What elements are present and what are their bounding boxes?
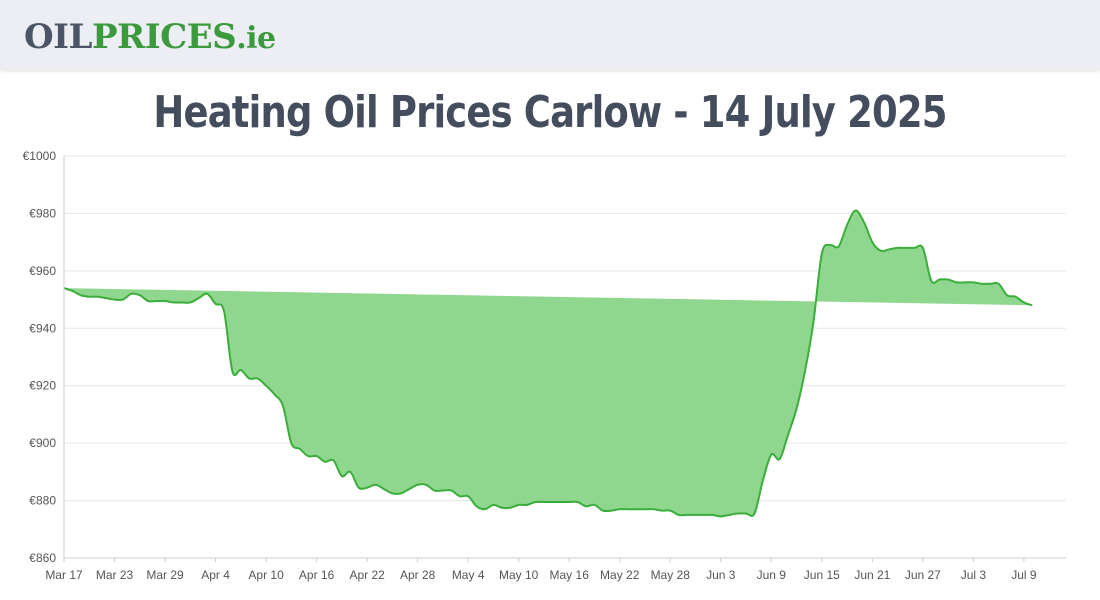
x-tick-label: Mar 17 — [45, 568, 83, 582]
logo-text-oil: OIL — [24, 17, 92, 57]
x-tick-label: Apr 28 — [400, 568, 436, 582]
logo-text-prices: PRICES — [91, 17, 237, 57]
x-tick-label: May 22 — [600, 568, 640, 582]
y-tick-label: €980 — [29, 206, 56, 220]
x-tick-label: Jul 3 — [961, 568, 987, 582]
x-tick-label: May 28 — [651, 568, 691, 582]
x-tick-label: Apr 10 — [248, 568, 284, 582]
site-logo[interactable]: OILPRICES.ie — [24, 15, 276, 61]
chart-area-layer — [63, 209, 1033, 518]
y-tick-label: €940 — [29, 321, 56, 335]
page-title: Heating Oil Prices Carlow - 14 July 2025 — [153, 87, 947, 138]
y-tick-label: €900 — [29, 436, 56, 450]
x-tick-label: Jul 9 — [1011, 568, 1037, 582]
chart-tick-labels: €1000 €980 €960 €940 €920 €900 €880 €860 Mar 17 M… — [23, 149, 1037, 582]
x-tick-label: Apr 16 — [299, 568, 335, 582]
x-tick-label: Apr 4 — [201, 568, 230, 582]
x-tick-label: May 4 — [452, 568, 485, 582]
price-area-fill — [64, 210, 1033, 517]
x-tick-label: Mar 29 — [146, 568, 184, 582]
price-chart: €1000 €980 €960 €940 €920 €900 €880 €860 Mar 17 M… — [23, 149, 1066, 582]
price-series-line — [63, 209, 1033, 518]
y-tick-label: €920 — [29, 379, 56, 393]
x-tick-label: Jun 15 — [804, 568, 840, 582]
y-tick-label: €860 — [29, 551, 56, 565]
logo-text-tld: .ie — [236, 21, 276, 56]
x-tick-label: May 10 — [499, 568, 539, 582]
y-tick-label: €960 — [29, 264, 56, 278]
x-tick-label: Jun 9 — [757, 568, 787, 582]
y-tick-label: €880 — [29, 494, 56, 508]
x-tick-label: Jun 27 — [905, 568, 941, 582]
x-tick-label: Jun 21 — [854, 568, 890, 582]
x-tick-label: Jun 3 — [706, 568, 736, 582]
site-header: OILPRICES.ie — [0, 0, 1100, 70]
x-tick-label: Mar 23 — [96, 568, 134, 582]
x-tick-label: May 16 — [550, 568, 590, 582]
chart-axes — [63, 156, 1066, 562]
y-tick-label: €1000 — [23, 149, 57, 163]
x-tick-label: Apr 22 — [349, 568, 385, 582]
